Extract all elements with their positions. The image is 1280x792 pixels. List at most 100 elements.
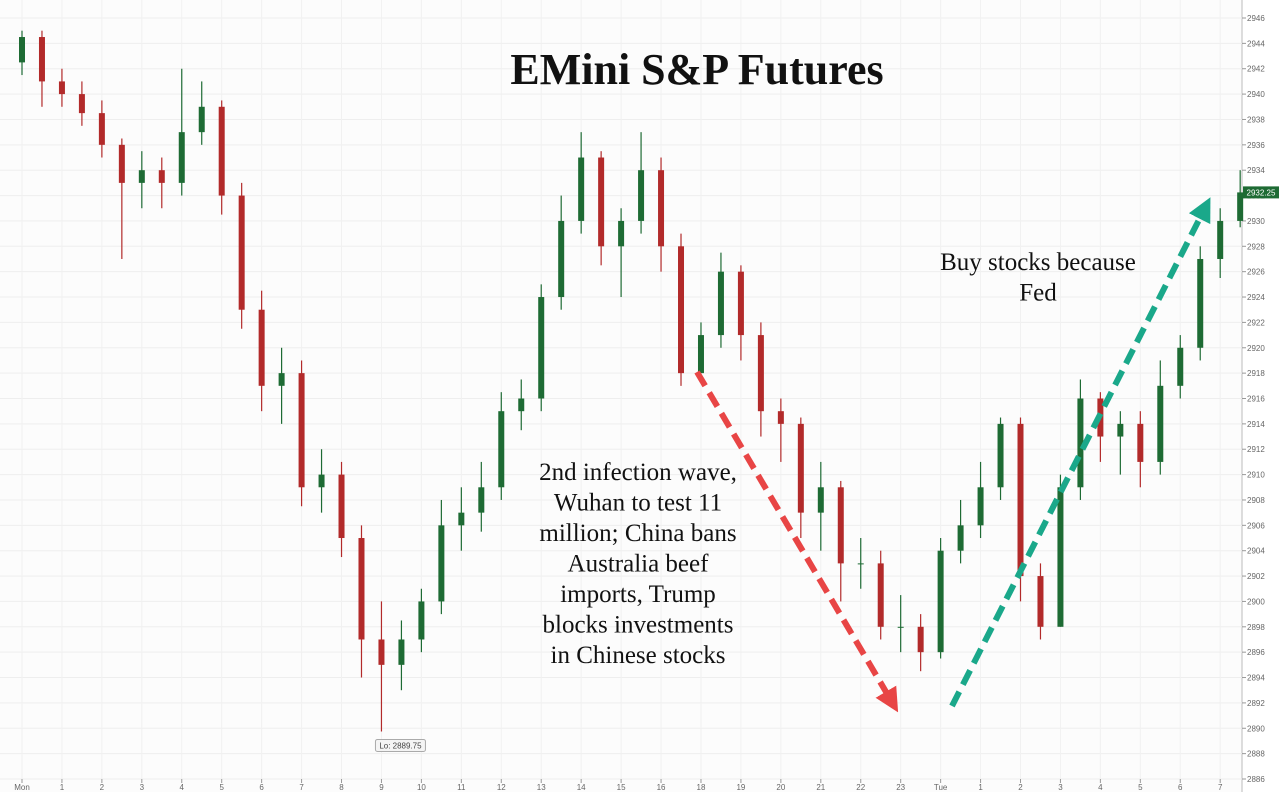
annotation-line: blocks investments: [543, 612, 734, 639]
candle-body: [817, 487, 824, 513]
y-tick-label: 2926: [1247, 268, 1265, 277]
y-tick-label: 2916: [1247, 395, 1265, 404]
last-price-box: [1243, 186, 1279, 199]
candle-body: [498, 411, 505, 488]
candle-body: [1197, 258, 1204, 348]
candle-body: [658, 170, 665, 247]
candle-body: [717, 271, 724, 336]
candle-body: [618, 220, 625, 247]
candle-body: [558, 220, 565, 298]
candle-body: [697, 335, 704, 374]
candle-body: [78, 94, 85, 114]
candle-body: [19, 37, 25, 63]
y-tick-label: 2938: [1247, 115, 1265, 124]
candle-body: [338, 474, 345, 539]
y-tick-label: 2934: [1247, 166, 1265, 175]
chart-title: EMini S&P Futures: [510, 45, 883, 94]
x-tick-label: 3: [140, 783, 145, 792]
y-tick-label: 2942: [1247, 65, 1265, 74]
y-tick-label: 2890: [1247, 724, 1265, 733]
candle-body: [138, 170, 145, 183]
candle-body: [358, 538, 365, 640]
annotation-line: Wuhan to test 11: [554, 490, 722, 517]
candle-body: [1077, 398, 1084, 488]
candle-body: [837, 487, 844, 564]
candle-body: [678, 246, 685, 374]
candle-body: [258, 309, 265, 386]
candle-body: [1037, 576, 1044, 627]
x-tick-label: 2: [100, 783, 105, 792]
candle-body: [857, 563, 864, 565]
candle-body: [398, 639, 405, 665]
y-tick-label: 2898: [1247, 623, 1265, 632]
y-tick-label: 2914: [1247, 420, 1265, 429]
x-tick-label: 10: [417, 783, 426, 792]
candle-body: [1137, 423, 1144, 462]
y-tick-label: 2924: [1247, 293, 1265, 302]
candle-body: [198, 106, 205, 133]
candle-body: [1177, 347, 1184, 386]
x-tick-label: 14: [577, 783, 586, 792]
y-tick-label: 2944: [1247, 39, 1265, 48]
x-tick-label: 1: [978, 783, 983, 792]
candle-body: [977, 487, 984, 526]
y-tick-label: 2946: [1247, 14, 1265, 23]
candle-body: [1157, 385, 1164, 462]
candle-body: [118, 144, 125, 183]
annotation-line: 2nd infection wave,: [539, 459, 737, 486]
x-tick-label: 16: [657, 783, 666, 792]
y-tick-label: 2940: [1247, 90, 1265, 99]
candle-body: [937, 550, 944, 653]
x-tick-label: 5: [1138, 783, 1143, 792]
annotation-line: in Chinese stocks: [551, 642, 726, 669]
candle-body: [897, 626, 904, 628]
candle-body: [777, 411, 784, 424]
x-tick-label: 11: [457, 783, 466, 792]
y-tick-label: 2936: [1247, 141, 1265, 150]
candle-body: [997, 423, 1004, 488]
x-tick-label: Tue: [934, 783, 948, 792]
candle-body: [318, 474, 325, 488]
annotation-line: Australia beef: [568, 551, 710, 578]
down-arrow: [694, 370, 899, 713]
x-tick-label: 2: [1018, 783, 1023, 792]
x-tick-label: 1: [60, 783, 65, 792]
x-tick-label: 15: [617, 783, 626, 792]
candle-body: [737, 271, 744, 336]
annotation-line: imports, Trump: [560, 581, 716, 608]
annotation-line: Fed: [1019, 280, 1057, 307]
y-tick-label: 2908: [1247, 496, 1265, 505]
candle-body: [238, 195, 245, 310]
x-tick-label: 19: [736, 783, 745, 792]
y-tick-label: 2918: [1247, 369, 1265, 378]
x-tick-label: 12: [497, 783, 506, 792]
candle-body: [1217, 220, 1224, 259]
candle-body: [178, 132, 185, 183]
x-tick-label: 8: [339, 783, 344, 792]
x-tick-label: 13: [537, 783, 546, 792]
candle-body: [418, 601, 425, 640]
candle-body: [578, 157, 585, 221]
y-tick-label: 2912: [1247, 445, 1265, 454]
low-label-box: [374, 738, 426, 752]
candle-body: [438, 525, 445, 602]
candle-body: [1017, 423, 1024, 577]
last-price-label: 2932.25: [1247, 188, 1276, 197]
candle-body: [1057, 487, 1064, 627]
annotation-line: Buy stocks because: [940, 249, 1136, 276]
y-tick-label: 2902: [1247, 572, 1265, 581]
candle-body: [478, 487, 485, 513]
x-tick-label: Mon: [14, 783, 30, 792]
x-tick-label: 5: [219, 783, 224, 792]
candle-body: [877, 563, 884, 627]
x-tick-label: 7: [1218, 783, 1223, 792]
candle-body: [917, 626, 924, 653]
x-tick-label: 3: [1058, 783, 1063, 792]
y-tick-label: 2904: [1247, 547, 1265, 556]
x-tick-label: 6: [1178, 783, 1183, 792]
annotation-line: million; China bans: [539, 520, 736, 547]
candle-body: [38, 37, 45, 82]
x-tick-label: 9: [379, 783, 384, 792]
y-tick-label: 2900: [1247, 597, 1265, 606]
